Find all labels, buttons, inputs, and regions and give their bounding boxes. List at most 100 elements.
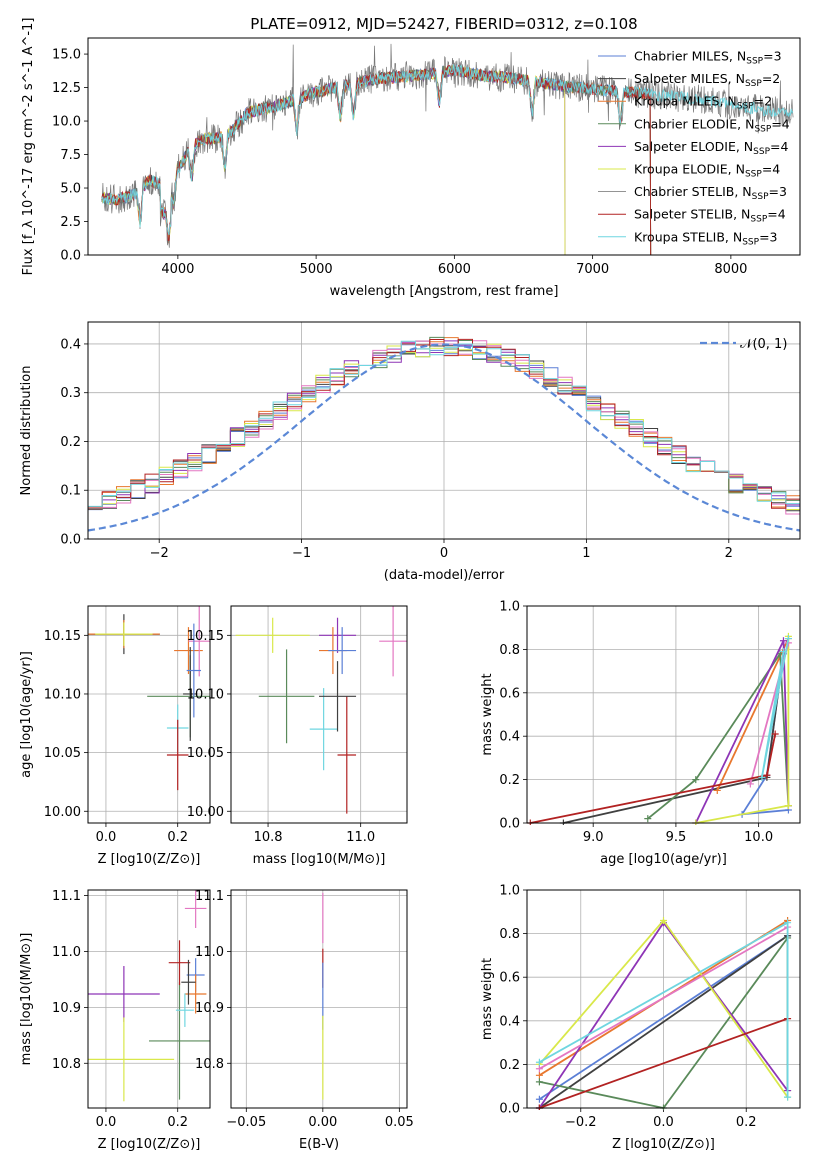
x-tick-label: 0.0 bbox=[96, 1115, 117, 1130]
axes-frame bbox=[230, 605, 408, 824]
legend-entry-value: =4 bbox=[771, 116, 789, 131]
x-axis-label: E(B-V) bbox=[299, 1137, 339, 1152]
mass-weight-marker bbox=[535, 1065, 543, 1073]
axes-frame bbox=[526, 889, 801, 1109]
y-axis-label: Normed distribution bbox=[19, 366, 34, 496]
legend-entry-subscript: SSP bbox=[752, 192, 769, 202]
y-tick-label: 10.8 bbox=[52, 1057, 81, 1072]
x-tick-label: −0.05 bbox=[226, 1115, 266, 1130]
x-tick-label: 9.5 bbox=[666, 830, 687, 845]
mass-weight-marker bbox=[535, 1071, 543, 1079]
y-tick-label: 0.8 bbox=[499, 643, 520, 658]
error-bar-point bbox=[181, 959, 196, 1005]
age-vs-mass-panel: 10.8 11.0 10.00 10.05 10.10 10.15 mass [log10(… bbox=[187, 605, 408, 867]
error-bar-point bbox=[174, 627, 203, 675]
error-bar-point bbox=[88, 1017, 175, 1102]
y-tick-label: 11.1 bbox=[52, 889, 81, 904]
legend-entry-label: Salpeter STELIB, N bbox=[634, 207, 750, 222]
error-bar-point bbox=[235, 617, 310, 653]
x-tick-label: 5000 bbox=[300, 262, 333, 277]
legend-entry: Salpeter ELODIE, NSSP=4 bbox=[634, 139, 789, 157]
histogram-step bbox=[88, 340, 800, 507]
legend-entry-subscript: SSP bbox=[753, 147, 770, 157]
x-axis-label: Z [log10(Z/Z⊙)] bbox=[98, 852, 201, 867]
panels: 4000 5000 6000 7000 80000.02.55.07.510.012.5… bbox=[19, 18, 801, 1152]
error-bar-point bbox=[88, 966, 160, 1022]
spectrum-series-group bbox=[101, 43, 794, 255]
figure-title: PLATE=0912, MJD=52427, FIBERID=0312, z=0… bbox=[250, 15, 637, 33]
legend-entry-label: Salpeter ELODIE, N bbox=[634, 139, 753, 154]
x-tick-label: 8000 bbox=[714, 262, 747, 277]
mass-weight-marker bbox=[779, 637, 787, 645]
y-tick-label: 1.0 bbox=[499, 884, 520, 899]
error-bar-point bbox=[309, 688, 338, 771]
legend-entry-subscript: SSP bbox=[750, 215, 767, 225]
y-tick-label: 0.4 bbox=[60, 337, 81, 352]
y-tick-label: 0.0 bbox=[60, 533, 81, 548]
mass-weight-marker bbox=[779, 648, 787, 656]
y-tick-label: 10.05 bbox=[187, 746, 224, 761]
y-tick-label: 5.0 bbox=[60, 182, 81, 197]
error-bar-point bbox=[258, 649, 315, 744]
mass-weight-marker bbox=[763, 771, 771, 779]
x-tick-label: 0.05 bbox=[385, 1115, 414, 1130]
y-tick-label: 10.9 bbox=[195, 1001, 224, 1016]
legend-entry-value: =4 bbox=[762, 162, 780, 177]
legend-entry-value: =2 bbox=[762, 71, 780, 86]
mass-weight-marker bbox=[535, 1058, 543, 1066]
y-tick-label: 0.0 bbox=[60, 249, 81, 264]
legend-entry-label: Salpeter MILES, N bbox=[634, 71, 745, 86]
y-tick-label: 11.0 bbox=[195, 945, 224, 960]
x-tick-label: 0 bbox=[440, 546, 448, 561]
mass-weight-marker bbox=[660, 917, 667, 925]
x-tick-label: 0.2 bbox=[167, 1115, 188, 1130]
x-axis-label: Z [log10(Z/Z⊙)] bbox=[612, 1137, 715, 1152]
mass-weight-marker bbox=[746, 780, 754, 788]
y-tick-label: 0.2 bbox=[499, 1058, 520, 1073]
mass-weight-line bbox=[538, 935, 789, 1109]
legend-entry-subscript: SSP bbox=[745, 170, 762, 180]
error-bar-point bbox=[95, 622, 153, 646]
y-tick-label: 0.0 bbox=[499, 817, 520, 832]
y-tick-label: 2.5 bbox=[60, 215, 81, 230]
x-axis-label: Z [log10(Z/Z⊙)] bbox=[98, 1137, 201, 1152]
x-tick-label: −0.2 bbox=[565, 1115, 597, 1130]
y-tick-label: 0.6 bbox=[499, 686, 520, 701]
y-tick-label: 10.8 bbox=[195, 1057, 224, 1072]
mass-weight-marker bbox=[771, 730, 779, 738]
spectrum-panel: 4000 5000 6000 7000 8000 0.0 2.5 5.0 7.5 10.0 12.5… bbox=[21, 18, 801, 299]
legend-entry-label: Chabrier STELIB, N bbox=[634, 184, 752, 199]
legend-entry-label: Kroupa ELODIE, N bbox=[634, 162, 745, 177]
x-axis-label: wavelength [Angstrom, rest frame] bbox=[330, 284, 559, 299]
y-axis-label: Flux [f_λ 10^-17 erg cm^-2 s^-1 A^-1] bbox=[21, 18, 36, 276]
legend-entry-value: =3 bbox=[759, 229, 777, 244]
spectrum-series-line bbox=[101, 64, 794, 236]
mass-weight-marker bbox=[535, 1078, 543, 1086]
y-tick-label: 10.05 bbox=[44, 746, 81, 761]
x-tick-label: 9.0 bbox=[583, 830, 604, 845]
y-tick-label: 0.4 bbox=[499, 730, 520, 745]
x-tick-label: 4000 bbox=[161, 262, 194, 277]
legend-entry-label: Chabrier ELODIE, N bbox=[634, 116, 754, 131]
legend-entry-subscript: SSP bbox=[746, 57, 763, 67]
legend-entry-value: =4 bbox=[770, 139, 788, 154]
mass-weight-marker bbox=[692, 776, 700, 784]
spectrum-series-line bbox=[101, 63, 566, 255]
x-tick-label: 1 bbox=[582, 546, 590, 561]
mass-weight-line bbox=[716, 638, 790, 791]
mass-weight-marker bbox=[644, 815, 652, 823]
error-bar-point bbox=[186, 623, 202, 718]
error-bar-point bbox=[328, 627, 357, 675]
mass-weight-line bbox=[647, 650, 790, 820]
error-bar-point bbox=[166, 719, 189, 791]
legend-entry-value: =2 bbox=[754, 94, 772, 109]
y-tick-label: 10.00 bbox=[44, 805, 81, 820]
y-tick-label: 0.2 bbox=[60, 435, 81, 450]
x-tick-label: 0.0 bbox=[96, 830, 117, 845]
legend-entry-subscript: SSP bbox=[742, 237, 759, 247]
x-tick-label: 0.2 bbox=[736, 1115, 757, 1130]
y-tick-label: 10.10 bbox=[44, 687, 81, 702]
x-tick-label: 0.2 bbox=[167, 830, 188, 845]
x-axis-label: mass [log10(M/M⊙)] bbox=[253, 852, 386, 867]
x-tick-label: 10.0 bbox=[744, 830, 773, 845]
